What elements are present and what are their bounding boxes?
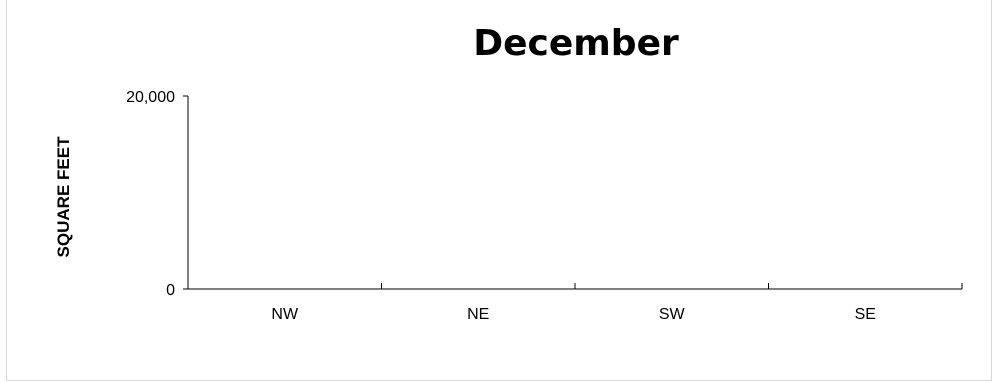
y-axis: 0 20,000	[126, 89, 189, 299]
x-tick-label: SW	[659, 306, 686, 323]
x-axis: NW NE SW SE	[187, 283, 963, 323]
y-tick-label: 0	[166, 282, 175, 299]
x-tick-label: NE	[467, 306, 489, 323]
y-tick-label: 20,000	[126, 89, 175, 106]
chart-title: December	[473, 23, 679, 64]
x-tick-label: SE	[855, 306, 876, 323]
chart-frame	[6, 0, 992, 381]
y-axis-label: SQUARE FEET	[54, 136, 73, 258]
x-tick-label: NW	[271, 306, 299, 323]
